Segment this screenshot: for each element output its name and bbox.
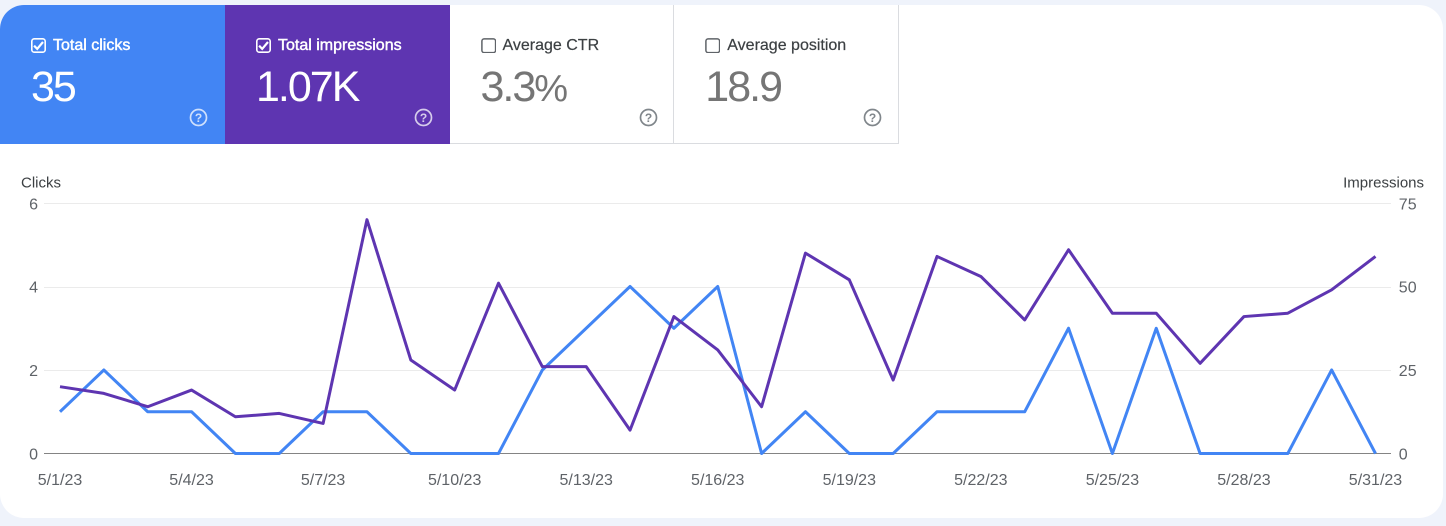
svg-text:0: 0 bbox=[1399, 447, 1408, 464]
svg-text:?: ? bbox=[869, 110, 876, 124]
svg-text:6: 6 bbox=[29, 196, 38, 213]
svg-text:5/19/23: 5/19/23 bbox=[823, 472, 876, 489]
svg-text:4: 4 bbox=[29, 280, 38, 297]
svg-text:0: 0 bbox=[29, 447, 38, 464]
svg-text:25: 25 bbox=[1399, 363, 1417, 380]
svg-text:5/22/23: 5/22/23 bbox=[954, 472, 1007, 489]
svg-text:2: 2 bbox=[29, 363, 38, 380]
svg-text:5/10/23: 5/10/23 bbox=[428, 472, 481, 489]
svg-text:5/28/23: 5/28/23 bbox=[1217, 472, 1270, 489]
svg-text:5/4/23: 5/4/23 bbox=[169, 472, 214, 489]
svg-text:5/16/23: 5/16/23 bbox=[691, 472, 744, 489]
svg-text:?: ? bbox=[645, 110, 652, 124]
svg-text:5/25/23: 5/25/23 bbox=[1086, 472, 1139, 489]
svg-text:Impressions: Impressions bbox=[1343, 175, 1424, 192]
svg-text:?: ? bbox=[195, 110, 202, 124]
svg-text:5/7/23: 5/7/23 bbox=[301, 472, 346, 489]
svg-text:?: ? bbox=[419, 110, 426, 124]
svg-text:50: 50 bbox=[1399, 280, 1417, 297]
svg-text:75: 75 bbox=[1399, 196, 1417, 213]
svg-text:5/1/23: 5/1/23 bbox=[38, 472, 83, 489]
svg-text:5/31/23: 5/31/23 bbox=[1349, 472, 1402, 489]
svg-text:5/13/23: 5/13/23 bbox=[560, 472, 613, 489]
svg-text:Clicks: Clicks bbox=[21, 175, 61, 192]
